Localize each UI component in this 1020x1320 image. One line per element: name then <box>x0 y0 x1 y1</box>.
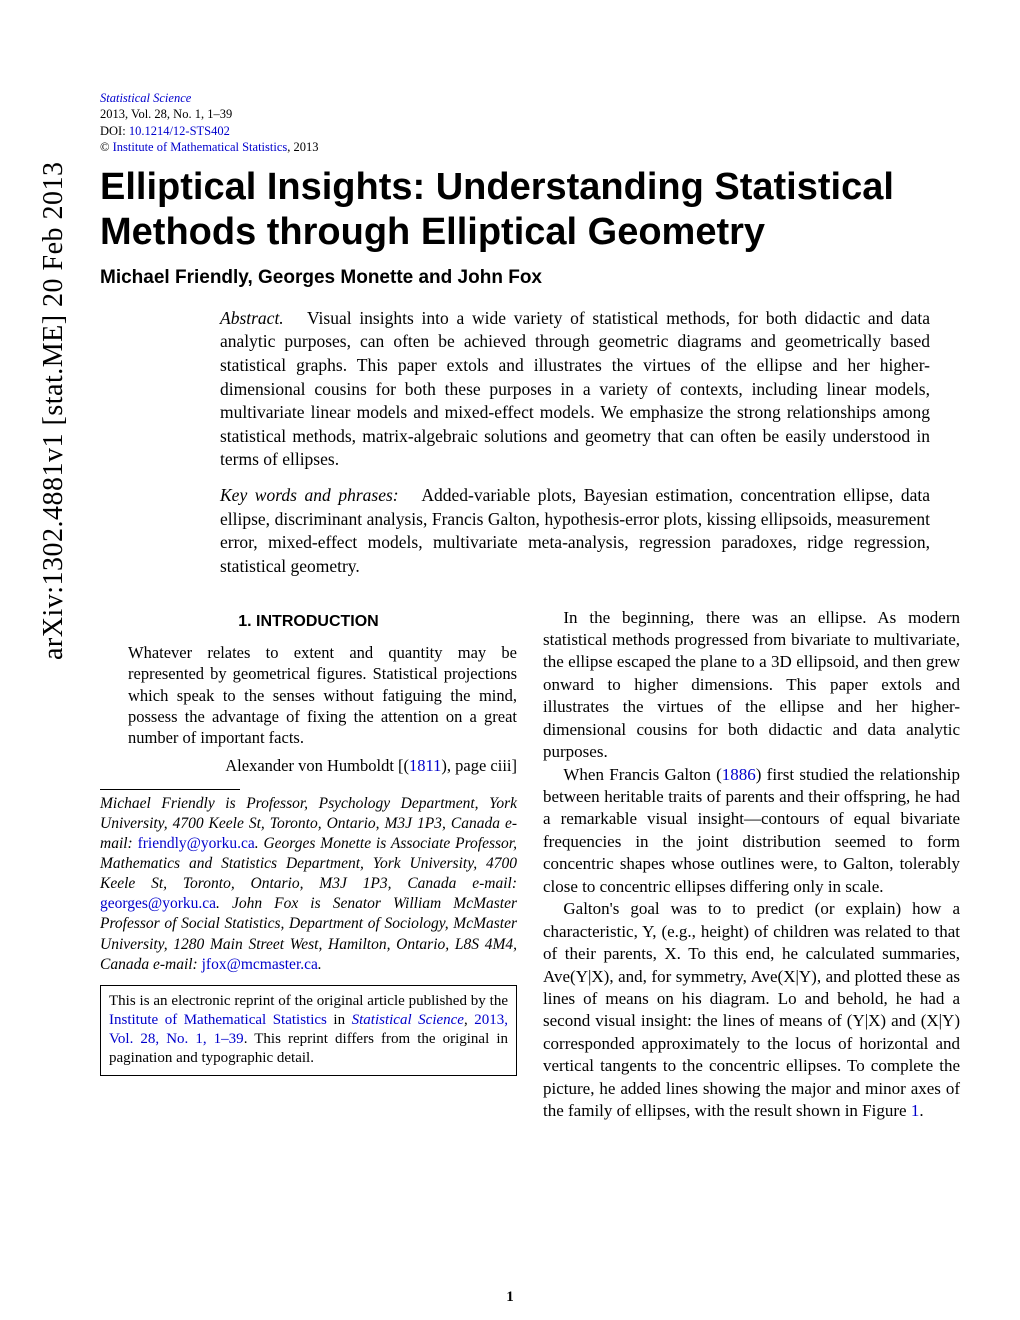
body-text: . <box>919 1101 923 1120</box>
journal-link[interactable]: Statistical Science <box>100 91 191 105</box>
issue-line: 2013, Vol. 28, No. 1, 1–39 <box>100 107 232 121</box>
author-affiliations: Michael Friendly is Professor, Psycholog… <box>100 794 517 975</box>
email-link[interactable]: jfox@mcmaster.ca <box>202 956 318 973</box>
body-paragraph: Galton's goal was to to predict (or expl… <box>543 898 960 1122</box>
reprint-text: in <box>327 1012 352 1028</box>
email-link[interactable]: georges@yorku.ca <box>100 895 216 912</box>
attrib-pre: Alexander von Humboldt [( <box>225 756 409 775</box>
paper-title: Elliptical Insights: Understanding Stati… <box>100 165 960 255</box>
page-content: Statistical Science 2013, Vol. 28, No. 1… <box>100 90 960 1123</box>
arxiv-identifier: arXiv:1302.4881v1 [stat.ME] 20 Feb 2013 <box>38 161 70 660</box>
copyright-symbol: © <box>100 140 113 154</box>
institute-link[interactable]: Institute of Mathematical Statistics <box>113 140 288 154</box>
page-number: 1 <box>506 1289 514 1306</box>
keywords-label: Key words and phrases: <box>220 485 399 505</box>
attrib-post: ), page ciii] <box>441 756 517 775</box>
epigraph-attribution: Alexander von Humboldt [(1811), page cii… <box>100 755 517 777</box>
body-paragraph: In the beginning, there was an ellipse. … <box>543 607 960 764</box>
doi-label: DOI: <box>100 124 129 138</box>
section-heading-intro: 1. INTRODUCTION <box>100 611 517 632</box>
body-paragraph: When Francis Galton (1886) first studied… <box>543 764 960 899</box>
quote-line: the advantage of fixing the attention on… <box>185 707 477 726</box>
email-link[interactable]: friendly@yorku.ca <box>138 835 255 852</box>
doi-link[interactable]: 10.1214/12-STS402 <box>129 124 230 138</box>
journal-link[interactable]: Statistical Science <box>352 1012 464 1028</box>
left-column: 1. INTRODUCTION Whatever relates to exte… <box>100 607 517 1123</box>
citation-year-link[interactable]: 1886 <box>722 765 756 784</box>
epigraph-quote: Whatever relates to extent and quantity … <box>128 642 517 749</box>
body-text: When Francis Galton ( <box>563 765 721 784</box>
footnote-rule <box>100 789 240 790</box>
body-text: Galton's goal was to to predict (or expl… <box>543 899 960 1120</box>
quote-line: Whatever relates to extent and quantity <box>128 643 443 662</box>
reprint-text: This is an electronic reprint of the ori… <box>109 993 508 1009</box>
abstract-body: Visual insights into a wide variety of s… <box>220 308 930 470</box>
affil-text: . <box>318 956 322 973</box>
abstract-label: Abstract. <box>220 308 284 328</box>
reprint-text: , <box>464 1012 474 1028</box>
reprint-notice-box: This is an electronic reprint of the ori… <box>100 985 517 1076</box>
copyright-year: , 2013 <box>287 140 318 154</box>
paper-authors: Michael Friendly, Georges Monette and Jo… <box>100 267 960 289</box>
citation-year-link[interactable]: 1811 <box>409 756 441 775</box>
journal-header: Statistical Science 2013, Vol. 28, No. 1… <box>100 90 960 155</box>
two-column-body: 1. INTRODUCTION Whatever relates to exte… <box>100 607 960 1123</box>
body-text: ) first studied the relationship between… <box>543 765 960 896</box>
right-column: In the beginning, there was an ellipse. … <box>543 607 960 1123</box>
institute-link[interactable]: Institute of Mathematical Statistics <box>109 1012 327 1028</box>
abstract-block: Abstract. Visual insights into a wide va… <box>220 307 930 579</box>
